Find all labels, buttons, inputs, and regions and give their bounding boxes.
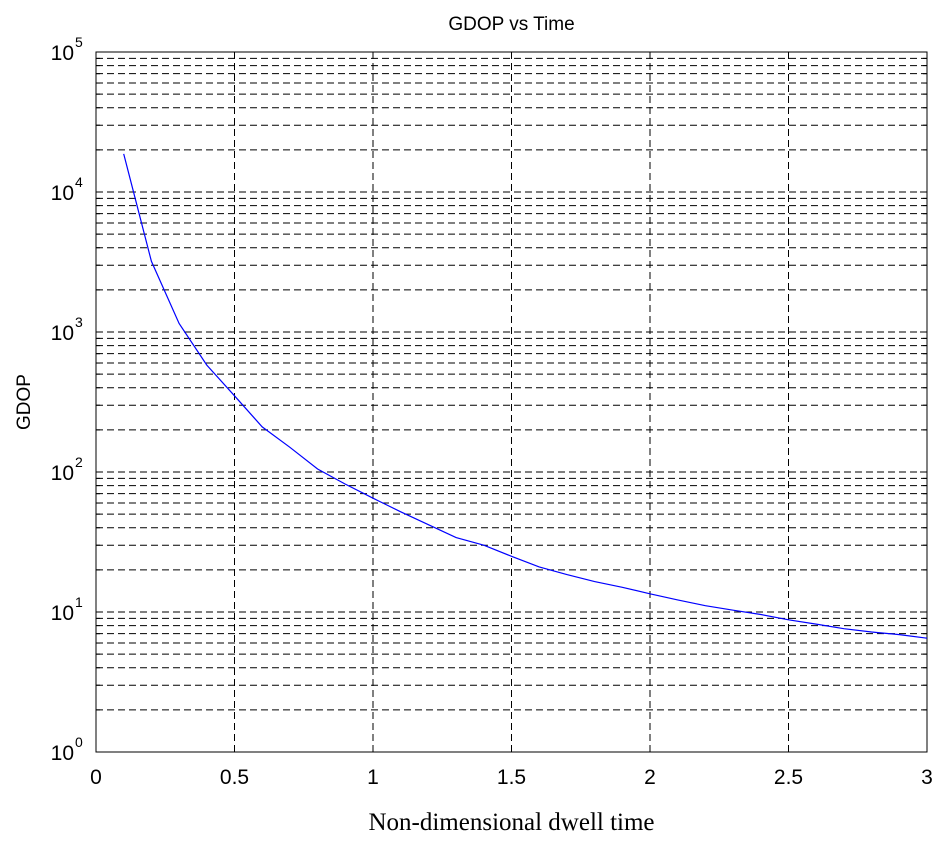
series-layer: [123, 153, 928, 639]
y-axis-label: GDOP: [14, 374, 35, 430]
x-tick-label: 1: [367, 766, 379, 789]
y-tick-label: 10 3: [51, 314, 83, 345]
y-tick-exponent: 5: [75, 34, 83, 50]
x-tick-label: 2: [644, 766, 656, 789]
y-tick-label: 10 4: [51, 174, 83, 205]
grid: [96, 52, 927, 752]
y-tick-exponent: 0: [75, 734, 83, 750]
series-line-0: [123, 153, 928, 639]
x-axis-label: Non-dimensional dwell time: [368, 809, 654, 836]
y-tick-label: 10 2: [51, 454, 83, 485]
x-tick-label: 1.5: [497, 766, 526, 789]
y-tick-exponent: 1: [75, 594, 83, 610]
x-tick-label: 2.5: [774, 766, 803, 789]
y-tick-label: 10 0: [51, 734, 83, 765]
y-tick-base: 10: [51, 462, 74, 485]
y-tick-exponent: 4: [75, 174, 83, 190]
y-tick-base: 10: [51, 602, 74, 625]
y-tick-base: 10: [51, 742, 74, 765]
x-tick-label: 0.5: [220, 766, 249, 789]
y-tick-label: 10 5: [51, 34, 83, 65]
y-tick-label: 10 1: [51, 594, 83, 625]
y-tick-base: 10: [51, 182, 74, 205]
y-tick-base: 10: [51, 322, 74, 345]
y-tick-exponent: 2: [75, 454, 83, 470]
y-tick-exponent: 3: [75, 314, 83, 330]
chart-title: GDOP vs Time: [448, 14, 574, 35]
x-tick-label: 3: [921, 766, 933, 789]
y-tick-base: 10: [51, 42, 74, 65]
x-tick-label: 0: [90, 766, 102, 789]
